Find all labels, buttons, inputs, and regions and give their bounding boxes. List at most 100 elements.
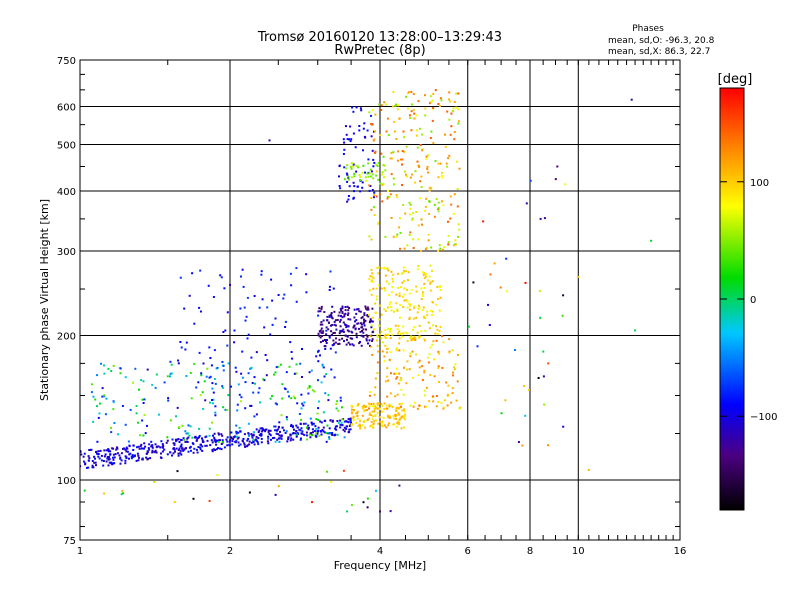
data-point <box>402 306 405 308</box>
data-point <box>431 310 434 313</box>
data-point <box>285 416 288 419</box>
data-point <box>392 423 395 426</box>
data-point <box>285 430 288 433</box>
data-point <box>424 114 427 117</box>
data-point <box>255 351 258 354</box>
data-point <box>124 459 127 462</box>
data-point <box>403 280 405 283</box>
data-point <box>424 209 427 212</box>
data-point <box>401 335 404 338</box>
data-point <box>257 391 260 394</box>
data-point <box>417 238 420 241</box>
data-point <box>388 303 391 306</box>
data-point <box>172 442 175 445</box>
data-point <box>372 425 375 428</box>
data-point <box>521 444 524 447</box>
data-point <box>225 438 228 441</box>
data-point <box>166 436 169 439</box>
data-point <box>445 381 448 384</box>
data-point <box>244 381 247 384</box>
data-point <box>420 249 422 252</box>
data-point <box>213 436 216 439</box>
data-point <box>347 195 350 197</box>
data-point <box>403 416 406 419</box>
data-point <box>368 405 371 408</box>
data-point <box>411 350 414 353</box>
data-point <box>377 221 380 224</box>
data-point <box>409 355 412 358</box>
data-point <box>423 282 426 285</box>
data-point <box>414 170 417 173</box>
data-point <box>306 387 309 390</box>
data-point <box>227 362 230 365</box>
data-point <box>366 314 369 316</box>
data-point <box>320 305 323 308</box>
data-point <box>169 360 172 363</box>
data-point <box>412 238 415 241</box>
data-point <box>348 185 351 188</box>
data-point <box>333 331 336 334</box>
data-point <box>375 174 378 177</box>
data-point <box>130 455 133 458</box>
data-point <box>270 438 272 441</box>
data-point <box>112 458 115 461</box>
data-point <box>215 443 218 446</box>
data-point <box>107 450 110 453</box>
data-point <box>235 439 238 442</box>
data-point <box>114 453 117 456</box>
data-point <box>456 188 459 190</box>
data-point <box>94 461 97 464</box>
data-point <box>188 294 191 297</box>
data-point <box>331 324 334 326</box>
data-point <box>322 340 324 342</box>
data-point <box>395 194 398 196</box>
data-point <box>376 295 379 298</box>
data-point <box>222 331 225 333</box>
data-point <box>213 378 216 380</box>
data-point <box>417 100 420 103</box>
data-point <box>91 466 94 469</box>
data-point <box>151 444 154 447</box>
data-point <box>408 368 411 371</box>
data-point <box>110 370 113 372</box>
data-point <box>330 314 333 317</box>
data-point <box>179 276 182 279</box>
data-point <box>408 308 411 311</box>
data-point <box>242 440 244 443</box>
data-point <box>393 130 396 133</box>
data-point <box>423 394 426 397</box>
data-point <box>107 458 110 461</box>
data-point <box>222 369 225 372</box>
data-point <box>249 367 252 370</box>
data-point <box>547 444 550 447</box>
data-point <box>193 362 196 365</box>
data-point <box>278 421 281 424</box>
data-point <box>324 339 326 341</box>
data-point <box>344 306 347 308</box>
data-point <box>456 380 459 383</box>
data-point <box>191 272 194 275</box>
data-point <box>387 327 389 330</box>
data-point <box>107 464 110 467</box>
data-point <box>199 394 202 397</box>
data-point <box>142 402 145 404</box>
data-point <box>420 287 423 290</box>
data-point <box>138 447 141 450</box>
data-point <box>425 197 428 200</box>
data-point <box>287 438 290 441</box>
data-point <box>432 395 435 398</box>
data-point <box>378 266 380 269</box>
data-point <box>339 423 342 426</box>
data-point <box>373 393 376 396</box>
data-point <box>166 439 169 442</box>
data-point <box>125 446 128 449</box>
data-point <box>429 374 432 376</box>
data-point <box>201 391 204 394</box>
data-point <box>414 337 417 340</box>
data-point <box>352 181 355 184</box>
data-point <box>128 457 130 460</box>
data-point <box>198 306 201 309</box>
data-point <box>103 364 105 367</box>
data-point <box>381 425 384 428</box>
